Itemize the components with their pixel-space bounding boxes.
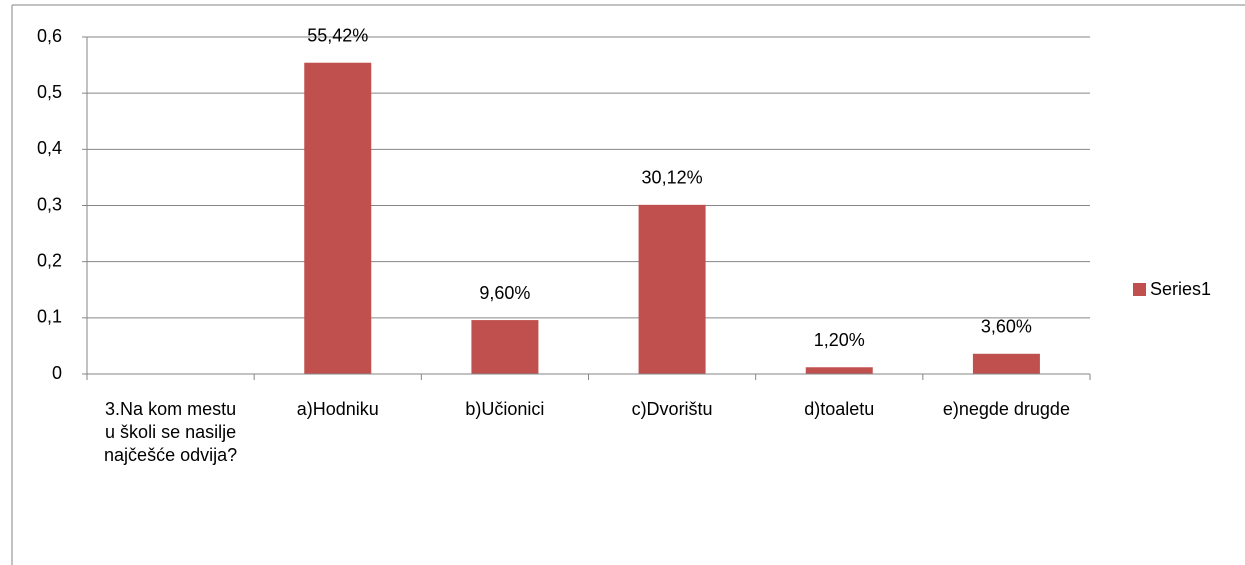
bar (304, 62, 372, 374)
bar (805, 367, 873, 374)
y-tick-label: 0,5 (37, 82, 62, 102)
bar (471, 320, 539, 374)
x-tick-label: a)Hodniku (296, 399, 379, 419)
y-tick-label: 0,6 (37, 26, 62, 46)
data-label: 30,12% (642, 168, 703, 188)
y-tick-label: 0,4 (37, 138, 62, 158)
y-tick-label: 0,2 (37, 250, 62, 270)
legend-swatch (1133, 283, 1146, 296)
data-label: 9,60% (479, 283, 530, 303)
legend-label: Series1 (1150, 279, 1211, 299)
y-tick-label: 0,3 (37, 194, 62, 214)
bar (972, 353, 1040, 374)
bar (638, 204, 706, 374)
x-tick-label: 3.Na kom mestu u školi se nasilje najčeš… (104, 399, 238, 465)
y-tick-label: 0 (52, 363, 62, 383)
x-tick-label: e)negde drugde (942, 399, 1070, 419)
data-label: 1,20% (814, 330, 865, 350)
data-label: 55,42% (307, 25, 368, 45)
x-tick-label: d)toaletu (804, 399, 875, 419)
x-tick-label: b)Učionici (465, 399, 545, 419)
data-label: 3,60% (981, 317, 1032, 337)
y-tick-label: 0,1 (37, 307, 62, 327)
x-tick-label: c)Dvorištu (631, 399, 713, 419)
